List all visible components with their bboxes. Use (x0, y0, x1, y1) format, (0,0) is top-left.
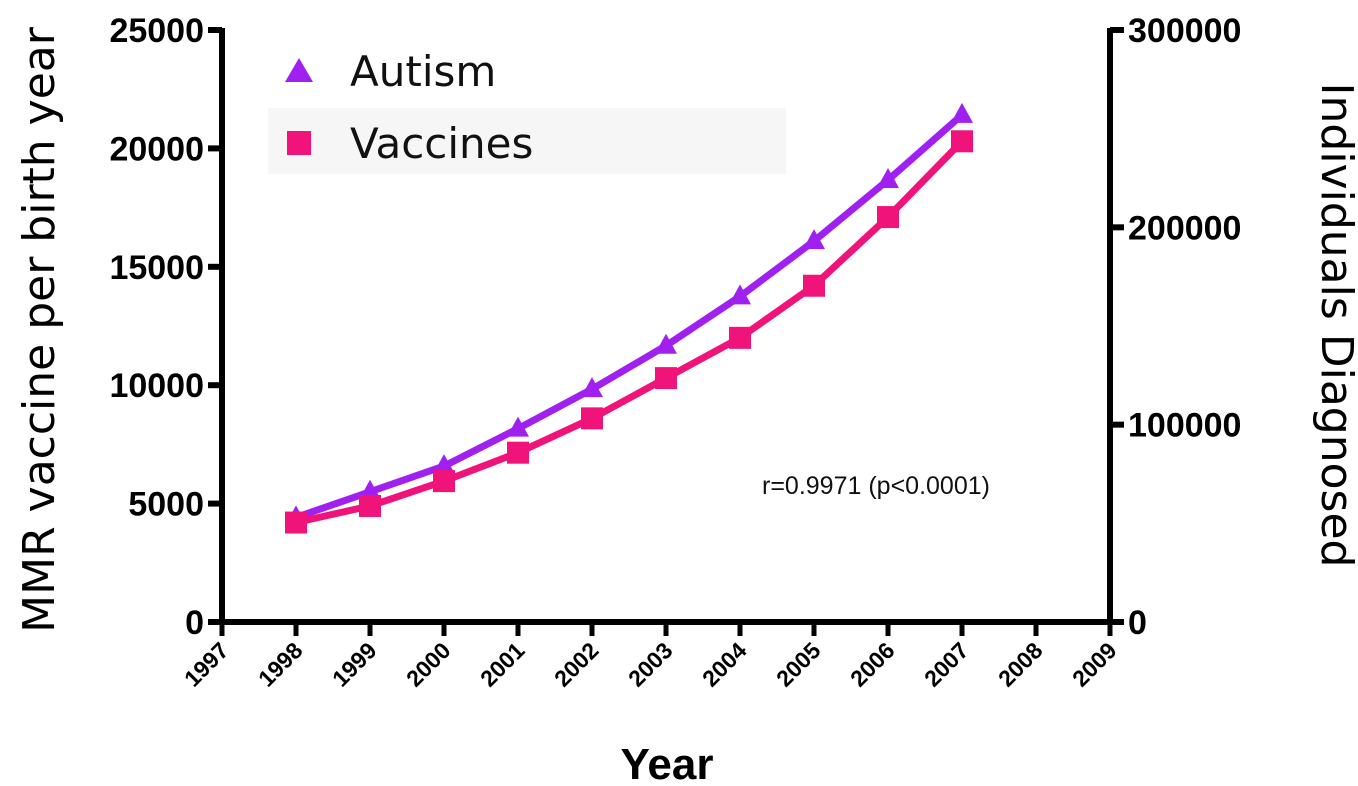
point-autism-2002 (581, 377, 603, 398)
y-tick-label-right-1: 100000 (1128, 407, 1241, 445)
x-tick-label-2: 1999 (327, 637, 382, 692)
x-tick-label-0: 1997 (179, 637, 234, 692)
point-autism-2004 (729, 284, 751, 305)
x-tick-label-8: 2005 (771, 637, 826, 692)
legend-autism-marker (285, 58, 313, 82)
point-autism-2003 (655, 333, 677, 354)
x-tick-label-11: 2008 (993, 637, 1048, 692)
correlation-annotation: r=0.9971 (p<0.0001) (762, 472, 990, 500)
point-autism-1999 (359, 479, 381, 500)
y-tick-label-left-0: 0 (185, 604, 204, 642)
point-vaccines-2001 (507, 441, 529, 464)
x-tick-label-7: 2004 (697, 637, 752, 692)
x-tick-label-10: 2007 (919, 637, 974, 692)
point-vaccines-2007 (951, 130, 973, 153)
legend-vaccines-label: Vaccines (350, 119, 533, 168)
legend: Autism Vaccines (268, 47, 786, 174)
x-axis-label: Year (621, 740, 714, 786)
point-autism-2006 (877, 167, 899, 188)
legend-autism-label: Autism (350, 47, 496, 96)
y-tick-label-left-5: 25000 (109, 12, 204, 50)
plot-area (285, 102, 973, 534)
y-axis-label-left: MMR vaccine per birth year (14, 26, 65, 633)
point-vaccines-1998 (285, 511, 307, 534)
point-vaccines-2000 (433, 470, 455, 493)
x-tick-label-3: 2000 (401, 637, 456, 692)
x-tick-label-1: 1998 (253, 637, 308, 692)
point-vaccines-1999 (359, 494, 381, 517)
y-axis-label-right: Individuals Diagnosed (1311, 83, 1358, 568)
series-line-vaccines (292, 137, 966, 526)
x-tick-label-6: 2003 (623, 637, 678, 692)
x-tick-label-9: 2006 (845, 637, 900, 692)
y-tick-label-left-1: 5000 (128, 486, 204, 524)
point-autism-2001 (507, 416, 529, 437)
y-tick-label-left-3: 15000 (109, 249, 204, 287)
point-autism-2007 (951, 102, 973, 123)
y-tick-label-right-3: 300000 (1128, 12, 1241, 50)
point-vaccines-2003 (655, 367, 677, 390)
point-autism-2000 (433, 454, 455, 475)
legend-vaccines-marker (287, 131, 311, 155)
y-tick-label-right-0: 0 (1128, 604, 1147, 642)
y-tick-label-left-4: 20000 (109, 130, 204, 168)
point-autism-2005 (803, 229, 825, 250)
y-tick-label-left-2: 10000 (109, 367, 204, 405)
point-vaccines-2005 (803, 274, 825, 297)
point-vaccines-2002 (581, 407, 603, 430)
point-vaccines-2006 (877, 206, 899, 229)
legend-box (268, 108, 786, 174)
point-vaccines-2004 (729, 326, 751, 349)
x-tick-label-4: 2001 (475, 637, 530, 692)
series-line-autism (292, 111, 966, 521)
y-tick-label-right-2: 200000 (1128, 209, 1241, 247)
x-tick-label-5: 2002 (549, 637, 604, 692)
x-tick-label-12: 2009 (1067, 637, 1122, 692)
axes (208, 27, 1124, 636)
